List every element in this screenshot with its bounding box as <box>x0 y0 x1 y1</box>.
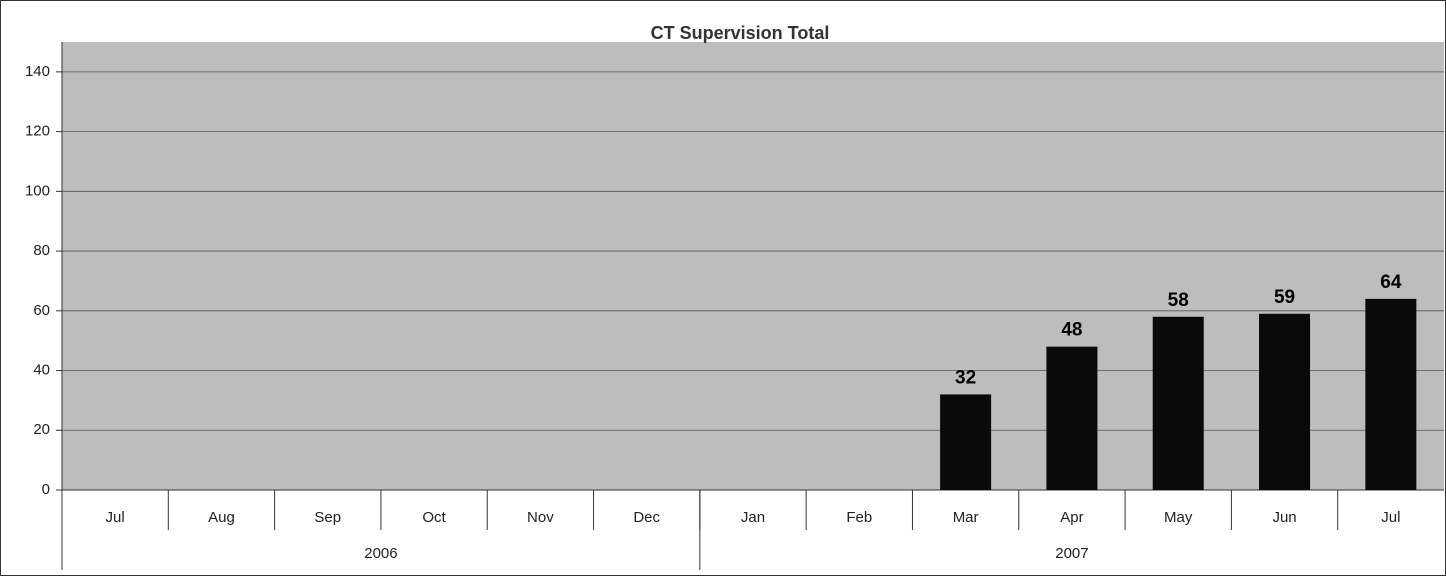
value-label: 64 <box>1380 272 1402 293</box>
y-tick-label: 40 <box>33 362 50 379</box>
bar <box>1046 346 1098 490</box>
x-tick-label: Nov <box>527 509 554 526</box>
y-tick-label: 140 <box>25 63 50 80</box>
x-tick-label: Sep <box>314 509 341 526</box>
plot-area <box>62 42 1444 490</box>
value-label: 59 <box>1274 287 1295 308</box>
y-tick-label: 120 <box>25 123 50 140</box>
x-tick-label: Oct <box>422 509 446 526</box>
bar <box>940 394 992 490</box>
group-label: 2006 <box>364 545 397 562</box>
x-tick-label: Jul <box>106 509 125 526</box>
value-label: 32 <box>955 367 976 388</box>
y-tick-label: 0 <box>42 481 50 498</box>
x-tick-label: Mar <box>953 509 979 526</box>
y-tick-label: 60 <box>33 302 50 319</box>
x-tick-label: Apr <box>1060 509 1083 526</box>
x-tick-label: Dec <box>633 509 660 526</box>
value-label: 48 <box>1061 320 1082 341</box>
y-tick-label: 20 <box>33 421 50 438</box>
chart-title: CT Supervision Total <box>651 23 830 43</box>
x-tick-label: Jan <box>741 509 765 526</box>
x-tick-label: May <box>1164 509 1193 526</box>
y-tick-label: 80 <box>33 242 50 259</box>
bar <box>1152 316 1204 490</box>
bar <box>1259 313 1311 490</box>
value-label: 58 <box>1168 290 1189 311</box>
x-tick-label: Jun <box>1272 509 1296 526</box>
x-tick-label: Feb <box>846 509 872 526</box>
y-tick-label: 100 <box>25 182 50 199</box>
x-tick-label: Jul <box>1381 509 1400 526</box>
bar <box>1365 298 1417 490</box>
x-tick-label: Aug <box>208 509 235 526</box>
group-label: 2007 <box>1055 545 1088 562</box>
